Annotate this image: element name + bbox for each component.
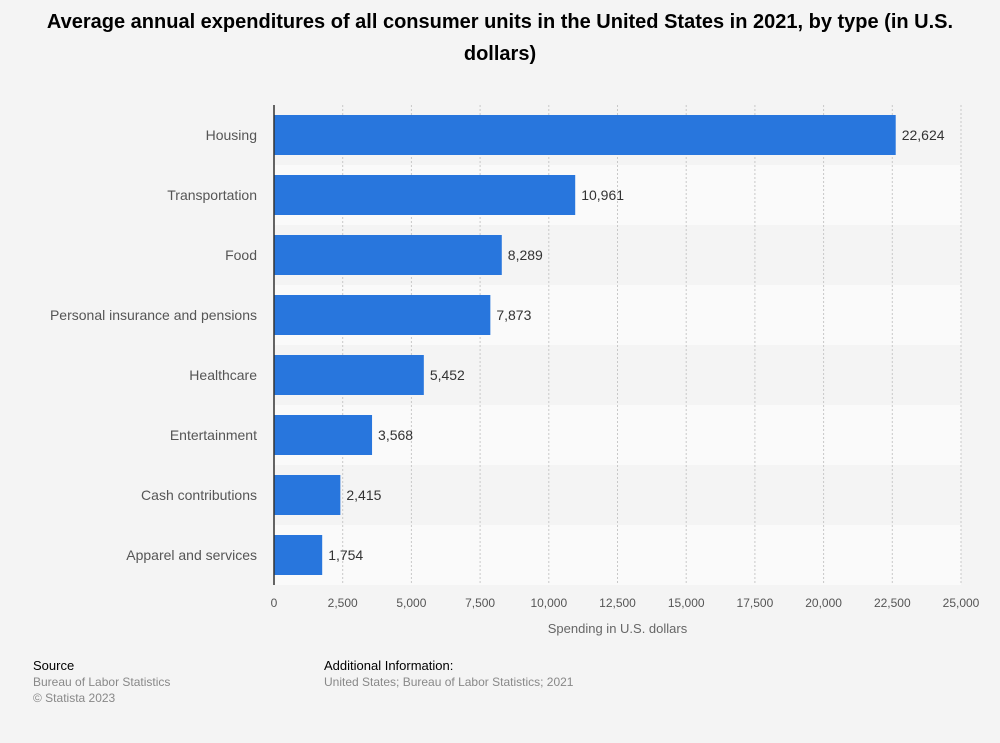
category-label: Personal insurance and pensions	[50, 307, 257, 323]
data-label: 10,961	[581, 187, 624, 203]
category-label: Cash contributions	[141, 487, 257, 503]
x-tick-label: 7,500	[465, 596, 495, 610]
x-tick-label: 12,500	[599, 596, 636, 610]
category-label: Housing	[206, 127, 257, 143]
data-label: 3,568	[378, 427, 413, 443]
data-label: 1,754	[328, 547, 363, 563]
bar[interactable]	[274, 295, 491, 335]
category-label: Entertainment	[170, 427, 257, 443]
x-tick-label: 22,500	[874, 596, 911, 610]
data-label: 8,289	[508, 247, 543, 263]
source-heading: Source	[33, 658, 75, 673]
x-tick-label: 20,000	[805, 596, 842, 610]
bar[interactable]	[274, 355, 424, 395]
bar[interactable]	[274, 475, 341, 515]
category-label: Transportation	[167, 187, 257, 203]
bar[interactable]	[274, 415, 373, 455]
source-line-copyright[interactable]: © Statista 2023	[33, 691, 116, 705]
x-tick-label: 2,500	[328, 596, 358, 610]
bar[interactable]	[274, 115, 896, 155]
x-tick-label: 25,000	[943, 596, 980, 610]
bar[interactable]	[274, 235, 502, 275]
data-label: 5,452	[430, 367, 465, 383]
category-label: Food	[225, 247, 257, 263]
source-section: Source Bureau of Labor Statistics © Stat…	[33, 658, 170, 706]
additional-info-section: Additional Information: United States; B…	[324, 658, 573, 690]
x-tick-label: 15,000	[668, 596, 705, 610]
x-tick-label: 17,500	[737, 596, 774, 610]
source-line-publisher[interactable]: Bureau of Labor Statistics	[33, 675, 171, 689]
x-tick-label: 5,000	[396, 596, 426, 610]
x-tick-label: 10,000	[530, 596, 567, 610]
x-tick-label: 0	[271, 596, 278, 610]
bar[interactable]	[274, 175, 576, 215]
data-label: 7,873	[496, 307, 531, 323]
x-axis-title: Spending in U.S. dollars	[548, 621, 688, 636]
category-label: Apparel and services	[126, 547, 257, 563]
category-label: Healthcare	[189, 367, 257, 383]
additional-info-heading: Additional Information:	[324, 658, 454, 673]
data-label: 2,415	[346, 487, 381, 503]
bar[interactable]	[274, 535, 323, 575]
chart-title: Average annual expenditures of all consu…	[46, 11, 954, 65]
additional-info-line: United States; Bureau of Labor Statistic…	[324, 675, 574, 689]
data-label: 22,624	[902, 127, 945, 143]
